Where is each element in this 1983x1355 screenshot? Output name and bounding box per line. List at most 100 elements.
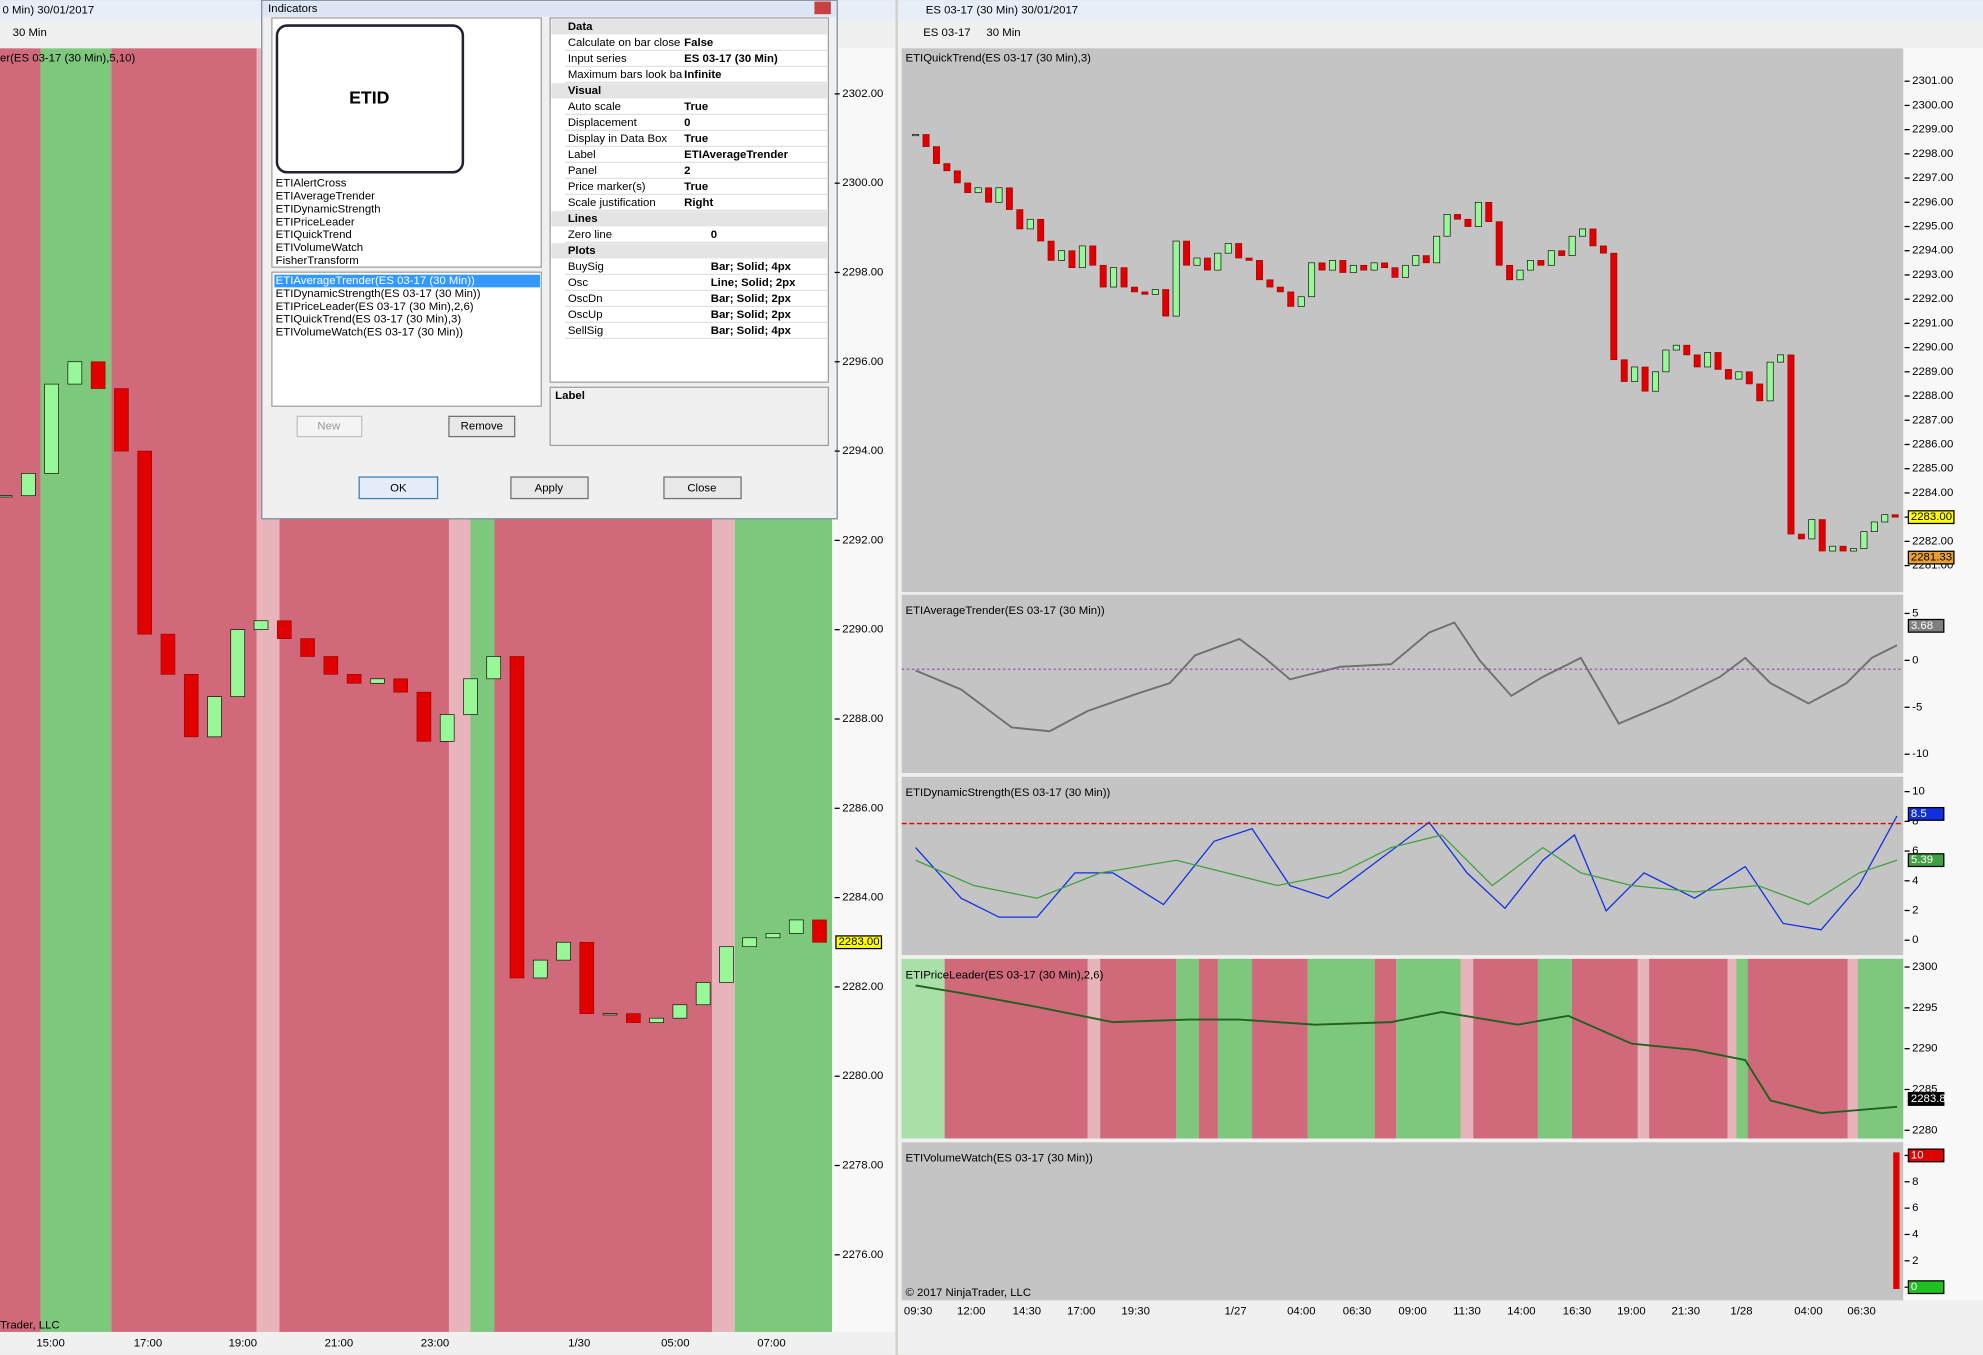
candle xyxy=(1058,250,1065,261)
background-band xyxy=(1727,958,1737,1139)
y-tick-label: 2298.00 xyxy=(1912,148,1953,160)
applied-item[interactable]: ETIAverageTrender(ES 03-17 (30 Min)) xyxy=(276,275,475,287)
candle xyxy=(672,1004,688,1019)
applied-item[interactable]: ETIVolumeWatch(ES 03-17 (30 Min)) xyxy=(276,327,464,339)
right-interval[interactable]: 30 Min xyxy=(986,27,1020,39)
property-value: Infinite xyxy=(684,69,721,81)
property-name: Displacement xyxy=(568,117,638,129)
y-tick-label: 2298.00 xyxy=(842,266,883,278)
candle xyxy=(1620,359,1628,382)
main-label: ETIQuickTrend(ES 03-17 (30 Min),3) xyxy=(906,52,1092,64)
category-name: Data xyxy=(568,21,593,33)
scrollbar[interactable] xyxy=(901,1325,1983,1355)
candle xyxy=(1808,519,1816,540)
y-tick-label: 6 xyxy=(1912,845,1918,857)
indicator-item[interactable]: ETIQuickTrend xyxy=(276,229,352,241)
candle xyxy=(1256,260,1263,281)
candle xyxy=(1214,252,1222,271)
candle xyxy=(1193,257,1201,266)
ok-button[interactable] xyxy=(358,476,439,500)
price-marker xyxy=(1907,1280,1945,1295)
background-band xyxy=(1736,958,1748,1139)
left-indicator-label: er(ES 03-17 (30 Min),5,10) xyxy=(0,52,136,64)
right-instrument[interactable]: ES 03-17 xyxy=(923,27,970,39)
y-tick-label: 2296.00 xyxy=(1912,196,1953,208)
candle xyxy=(1360,264,1368,271)
candle xyxy=(765,933,781,939)
candle xyxy=(1714,352,1722,370)
applied-item[interactable]: ETIPriceLeader(ES 03-17 (30 Min),2,6) xyxy=(276,301,474,313)
price-marker-label: 10 xyxy=(1911,1149,1924,1161)
right-axis xyxy=(1903,48,1983,1301)
osc-line xyxy=(915,621,1898,733)
applied-item[interactable]: ETIQuickTrend(ES 03-17 (30 Min),3) xyxy=(276,314,462,326)
x-tick-label: 19:30 xyxy=(1121,1306,1149,1318)
background-band xyxy=(1473,958,1538,1139)
candle xyxy=(1527,260,1534,271)
x-tick-label: 1/30 xyxy=(568,1337,590,1349)
candle xyxy=(1120,267,1128,288)
applied-item[interactable]: ETIDynamicStrength(ES 03-17 (30 Min)) xyxy=(276,288,481,300)
property-name: Display in Data Box xyxy=(568,133,668,145)
property-value: True xyxy=(684,101,708,113)
x-tick-label: 06:30 xyxy=(1847,1306,1875,1318)
candle xyxy=(1745,371,1753,385)
y-tick-label: 2290.00 xyxy=(842,624,883,636)
indicator-item[interactable]: ETIVolumeWatch xyxy=(276,242,363,254)
candle xyxy=(1443,214,1451,237)
candle xyxy=(1026,218,1034,230)
candle xyxy=(1860,531,1868,549)
background-band xyxy=(1198,958,1218,1139)
price-marker xyxy=(1907,1092,1945,1106)
y-tick-label: 2300 xyxy=(1912,961,1937,973)
candle xyxy=(1016,209,1024,230)
background-band xyxy=(1857,958,1904,1139)
candle xyxy=(1005,187,1013,210)
y-tick-label: 2295.00 xyxy=(1912,221,1953,233)
candle xyxy=(1558,250,1566,256)
y-tick-label: 2282.00 xyxy=(842,981,883,993)
remove-button[interactable] xyxy=(448,415,516,438)
close-button[interactable] xyxy=(663,476,742,500)
candle xyxy=(1235,243,1243,259)
property-name: SellSig xyxy=(568,325,603,337)
indicator-item[interactable]: ETIAlertCross xyxy=(276,178,347,190)
candle xyxy=(230,629,246,697)
property-name: Input series xyxy=(568,53,627,65)
candle xyxy=(137,450,152,635)
property-name: Panel xyxy=(568,165,597,177)
x-tick-label: 21:00 xyxy=(325,1337,353,1349)
close-label: Close xyxy=(687,482,716,494)
candle xyxy=(1245,257,1253,261)
y-tick-label: 2288.00 xyxy=(842,713,883,725)
background-band xyxy=(1217,958,1253,1139)
indicator-item[interactable]: FisherTransform xyxy=(276,255,359,267)
y-tick-label: 2294.00 xyxy=(1912,245,1953,257)
property-value: 2 xyxy=(684,165,690,177)
indicator-item[interactable]: ETIAverageTrender xyxy=(276,191,375,203)
candle xyxy=(1110,267,1118,288)
x-tick-label: 04:00 xyxy=(1287,1306,1315,1318)
panel-label: ETIPriceLeader(ES 03-17 (30 Min),2,6) xyxy=(906,969,1104,981)
candle xyxy=(463,678,478,715)
apply-button[interactable] xyxy=(510,476,589,500)
property-name: Label xyxy=(568,149,596,161)
price-marker-label: 2283.84 xyxy=(1911,1093,1952,1105)
candle xyxy=(1693,354,1701,368)
panel-bg xyxy=(901,594,1904,773)
x-tick-label: 1/27 xyxy=(1225,1306,1247,1318)
property-name: Auto scale xyxy=(568,101,621,113)
y-tick-label: 2289.00 xyxy=(1912,366,1953,378)
preview xyxy=(275,24,465,174)
preview-text: ETID xyxy=(349,88,390,108)
candle xyxy=(1547,250,1555,266)
y-tick-label: 2276.00 xyxy=(842,1249,883,1261)
indicator-item[interactable]: ETIDynamicStrength xyxy=(276,203,381,215)
candle xyxy=(439,714,455,742)
new-button[interactable] xyxy=(296,415,363,438)
indicator-item[interactable]: ETIPriceLeader xyxy=(276,216,355,228)
y-tick-label: 2299.00 xyxy=(1912,124,1953,136)
candle xyxy=(1610,252,1618,361)
left-interval[interactable]: 30 Min xyxy=(13,27,47,39)
close-x[interactable] xyxy=(814,1,831,15)
